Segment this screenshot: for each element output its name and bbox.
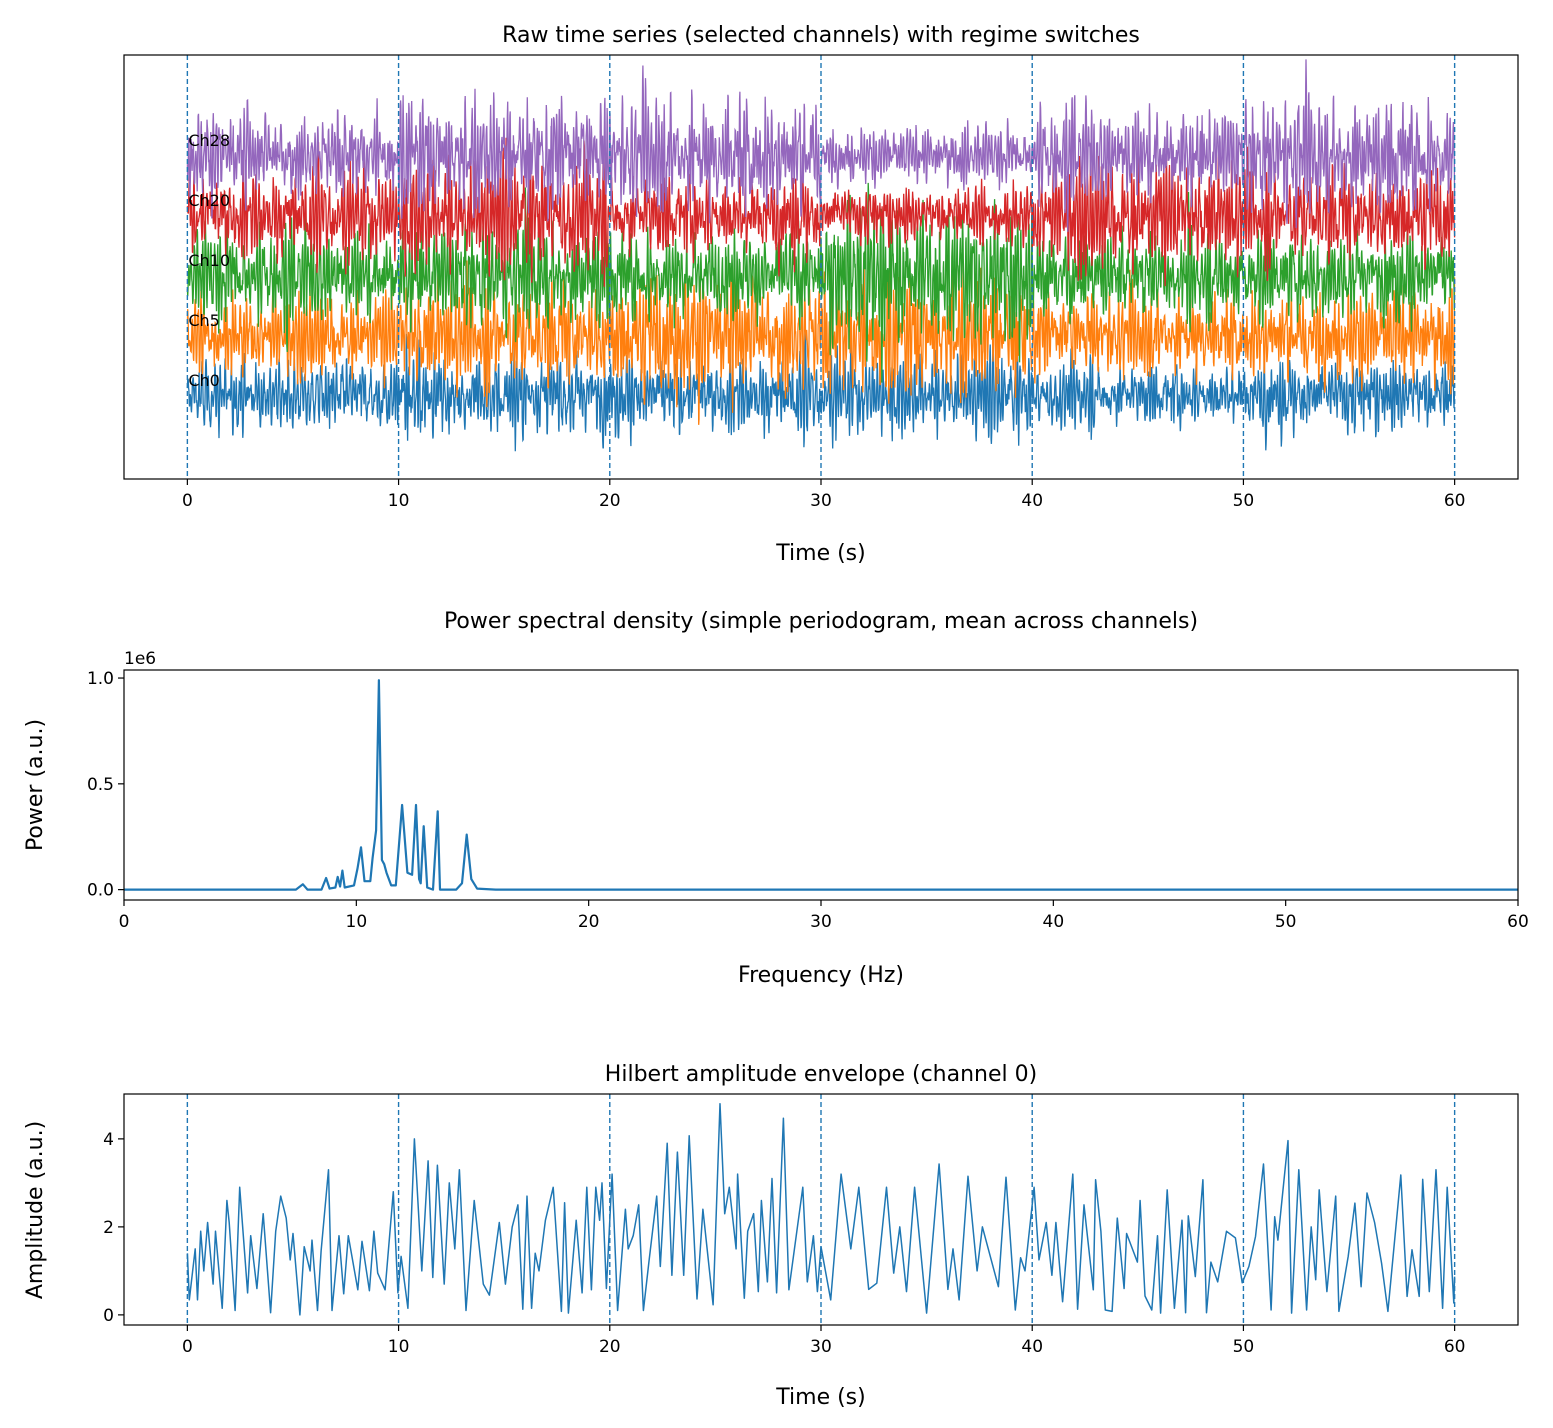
x-tick-label: 10	[388, 1337, 410, 1357]
envelope-title: Hilbert amplitude envelope (channel 0)	[605, 1062, 1037, 1087]
x-tick-label: 10	[388, 491, 410, 511]
axes-frame	[123, 54, 1519, 480]
psd-ylabel: Power (a.u.)	[23, 719, 48, 851]
psd-xlabel: Frequency (Hz)	[738, 963, 904, 988]
raw-xlabel: Time (s)	[775, 541, 865, 566]
y-tick-label: 1.0	[87, 669, 114, 689]
x-tick-label: 60	[1507, 912, 1529, 932]
envelope-plot-area: 0 10 20 30 40 50 60 0 2 4	[103, 1093, 1519, 1357]
channel-label: Ch28	[188, 131, 230, 150]
envelope-xlabel: Time (s)	[775, 1385, 865, 1410]
envelope-line	[186, 1102, 1456, 1316]
x-tick-label: 0	[182, 491, 193, 511]
x-tick-label: 20	[599, 491, 621, 511]
psd-y-scale-label: 1e6	[124, 649, 156, 669]
channel-label: Ch10	[188, 251, 230, 270]
x-tick-label: 0	[119, 912, 130, 932]
x-tick-label: 0	[182, 1337, 193, 1357]
y-tick-label: 0.5	[87, 775, 114, 795]
channel-label: Ch20	[188, 191, 230, 210]
x-tick-label: 40	[1043, 912, 1065, 932]
y-tick-label: 0	[103, 1306, 114, 1326]
x-tick-label: 60	[1444, 491, 1466, 511]
y-tick-label: 2	[103, 1218, 114, 1238]
x-tick-label: 40	[1021, 491, 1043, 511]
x-tick-label: 50	[1275, 912, 1297, 932]
x-tick-label: 50	[1233, 1337, 1255, 1357]
x-tick-label: 30	[810, 491, 832, 511]
axes-frame	[123, 1093, 1519, 1326]
y-tick-label: 0.0	[87, 881, 114, 901]
channel-label: Ch5	[188, 311, 220, 330]
x-tick-label: 20	[578, 912, 600, 932]
psd-title: Power spectral density (simple periodogr…	[444, 609, 1198, 634]
y-tick-label: 4	[103, 1130, 114, 1150]
axes-frame	[123, 669, 1519, 901]
raw-plot-area: Ch0 Ch5 Ch10 Ch20 Ch28 0 10 20 30 40 50 60	[123, 54, 1519, 511]
x-tick-label: 40	[1021, 1337, 1043, 1357]
x-tick-label: 10	[346, 912, 368, 932]
x-tick-label: 30	[810, 912, 832, 932]
x-tick-label: 30	[810, 1337, 832, 1357]
raw-title: Raw time series (selected channels) with…	[502, 23, 1140, 48]
x-tick-label: 60	[1444, 1337, 1466, 1357]
plot-content	[186, 1094, 1456, 1325]
plot-content: Ch0 Ch5 Ch10 Ch20 Ch28	[186, 55, 1456, 479]
psd-line	[124, 679, 1518, 891]
x-tick-label: 20	[599, 1337, 621, 1357]
channel-label: Ch0	[188, 371, 220, 390]
envelope-ylabel: Amplitude (a.u.)	[23, 1121, 48, 1299]
plot-content	[124, 679, 1518, 891]
x-tick-label: 50	[1233, 491, 1255, 511]
psd-plot-area: 0 10 20 30 40 50 60 0.0 0.5 1.0	[87, 669, 1529, 932]
